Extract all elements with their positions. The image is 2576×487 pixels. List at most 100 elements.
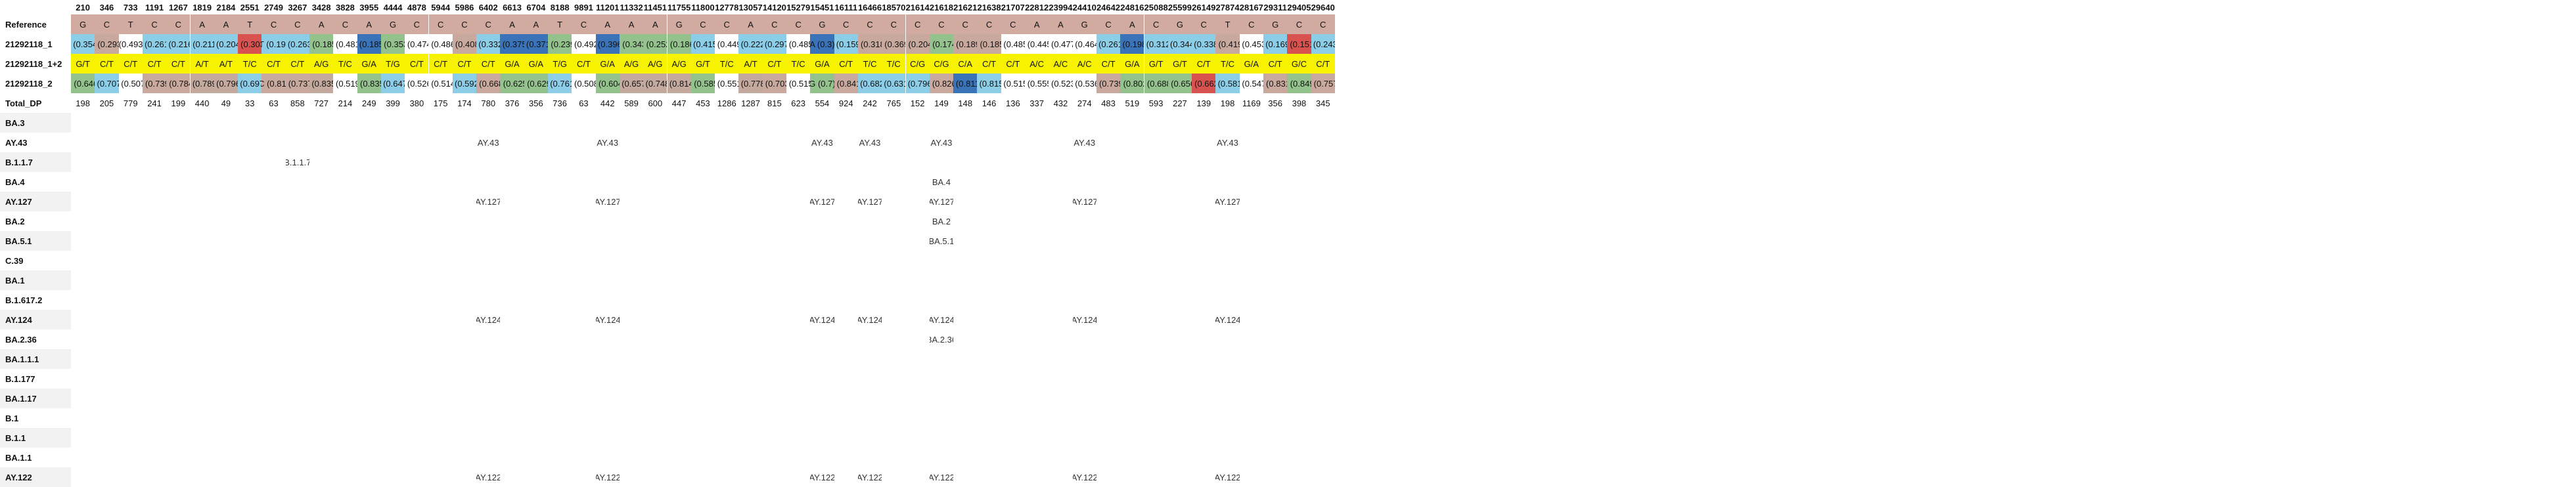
reference-cell: C: [405, 14, 429, 34]
sample1-cell: X (0.464): [1072, 34, 1096, 54]
lineage-label: B.1.1: [0, 428, 71, 448]
sample1-cell: A (0.185): [357, 34, 381, 54]
lineage-label: B.1.177: [5, 373, 35, 384]
sample2-cell: X (0.555): [1025, 74, 1049, 93]
lineage-label: AY.122: [0, 467, 71, 487]
position-header: 8188: [550, 2, 570, 12]
sample1-cell: T (0.204): [214, 34, 238, 54]
position-header: 3955: [359, 2, 379, 12]
sample1-cell: T (0.415): [690, 34, 715, 54]
sample2-cell: G (0.802): [1120, 74, 1144, 93]
sample1-cell: T (0.354): [71, 34, 95, 54]
total_dp-cell: 242: [863, 98, 877, 108]
sample2-cell: A (0.657): [619, 74, 644, 93]
sample2-cell: T (0.581): [1215, 74, 1240, 93]
row-label-sample2: 21292118_2: [5, 78, 53, 89]
total_dp-cell: 858: [290, 98, 305, 108]
combo-cell: C/T: [118, 54, 143, 74]
lineage-mark: AY.124: [476, 314, 501, 325]
total_dp-cell: 380: [409, 98, 424, 108]
combo-cell: A/G: [643, 54, 667, 74]
combo-cell: A/G: [667, 54, 691, 74]
reference-cell: G: [380, 14, 405, 34]
row-label-total_dp: Total_DP: [5, 98, 42, 108]
lineage-mark: B.1.1.7: [285, 157, 309, 167]
combo-cell: G/A: [810, 54, 834, 74]
lineage-mark: AY.124: [857, 314, 882, 325]
reference-cell: C: [285, 14, 309, 34]
sample1-cell: X (0.453): [1239, 34, 1263, 54]
sample2-cell: C (0.831): [1263, 74, 1288, 93]
position-header: 24816: [1120, 2, 1144, 12]
total_dp-cell: 376: [505, 98, 520, 108]
sample1-cell: G (0.174): [929, 34, 954, 54]
total_dp-cell: 146: [982, 98, 997, 108]
combo-cell: G/T: [690, 54, 715, 74]
reference-cell: C: [690, 14, 715, 34]
total_dp-cell: 249: [361, 98, 376, 108]
position-header: 5986: [455, 2, 474, 12]
sample1-cell: A (0.396): [595, 34, 620, 54]
total_dp-cell: 815: [767, 98, 782, 108]
sample2-cell: G (0.656): [1167, 74, 1192, 93]
sample1-cell: C (0.303): [238, 34, 262, 54]
combo-cell: A/C: [1049, 54, 1073, 74]
lineage-label: BA.1.1: [5, 452, 32, 463]
position-header: 2551: [240, 2, 260, 12]
reference-cell: A: [500, 14, 524, 34]
position-header: 22812: [1025, 2, 1049, 12]
lineage-label: B.1.617.2: [5, 295, 43, 305]
sample2-cell: T (0.761): [548, 74, 572, 93]
lineage-mark: AY.43: [1073, 137, 1096, 148]
total_dp-cell: 736: [553, 98, 567, 108]
total_dp-cell: 227: [1173, 98, 1187, 108]
combo-cell: A/G: [309, 54, 334, 74]
total_dp-cell: 63: [269, 98, 279, 108]
reference-cell: C: [953, 14, 978, 34]
sample2-cell: T (0.815): [977, 74, 1001, 93]
total_dp-cell: 1169: [1242, 98, 1261, 108]
position-header: 2749: [264, 2, 283, 12]
total_dp-cell: 205: [99, 98, 114, 108]
reference-cell: C: [715, 14, 739, 34]
combo-cell: C/T: [95, 54, 119, 74]
reference-cell: A: [1025, 14, 1049, 34]
total_dp-cell: 198: [76, 98, 90, 108]
position-header: 26149: [1192, 2, 1216, 12]
lineage-mark: AY.127: [1215, 196, 1240, 207]
reference-cell: C: [261, 14, 286, 34]
sample1-cell: G (0.353): [380, 34, 405, 54]
sample2-cell: X (0.536): [1072, 74, 1096, 93]
sample1-cell: X (0.485): [1001, 34, 1025, 54]
lineage-mark: AY.122: [476, 472, 501, 482]
sample2-cell: A (0.748): [643, 74, 667, 93]
position-header: 15451: [810, 2, 834, 12]
sample1-cell: T (0.211): [190, 34, 214, 54]
sample1-cell: T (0.261): [142, 34, 167, 54]
position-header: 23994: [1049, 2, 1073, 12]
sample1-cell: T (0.159): [834, 34, 858, 54]
lineage-mark: AY.124: [1215, 314, 1240, 325]
position-header: 13057: [738, 2, 763, 12]
total_dp-cell: 453: [696, 98, 710, 108]
sample1-cell: C (0.185): [977, 34, 1001, 54]
reference-cell: C: [1311, 14, 1335, 34]
position-header: 11451: [643, 2, 667, 12]
sample2-cell: C (0.757): [1311, 74, 1335, 93]
sample1-cell: C (0.293): [95, 34, 119, 54]
combo-cell: T/C: [238, 54, 262, 74]
total_dp-cell: 1286: [717, 98, 736, 108]
position-header: 3267: [288, 2, 307, 12]
sample1-cell: C (0.318): [857, 34, 882, 54]
sample2-cell: A (0.796): [214, 74, 238, 93]
reference-cell: A: [738, 14, 763, 34]
reference-cell: G: [1263, 14, 1288, 34]
total_dp-cell: 175: [433, 98, 448, 108]
total_dp-cell: 519: [1125, 98, 1140, 108]
total_dp-cell: 136: [1005, 98, 1020, 108]
reference-cell: C: [1287, 14, 1311, 34]
sample2-cell: C (0.737): [285, 74, 309, 93]
total_dp-cell: 398: [1292, 98, 1307, 108]
lineage-mark: AY.127: [810, 196, 834, 207]
